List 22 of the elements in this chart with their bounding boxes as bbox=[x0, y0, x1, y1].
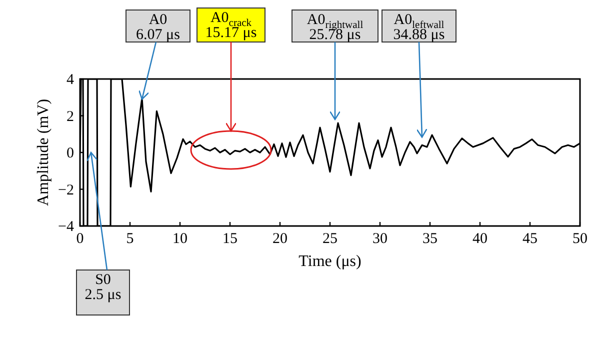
y-tick-label: −2 bbox=[58, 182, 74, 198]
annotation: S0 2.5 μs bbox=[84, 272, 122, 303]
x-tick-label: 5 bbox=[126, 231, 134, 247]
annotation: A0$_{rightwall}$ 25.78 μs bbox=[306, 12, 364, 43]
x-axis-title: Time (μs) bbox=[298, 253, 362, 270]
x-tick-label: 40 bbox=[472, 231, 488, 247]
x-tick-label: 25 bbox=[322, 231, 338, 247]
y-tick-label: 2 bbox=[66, 108, 74, 125]
x-tick-label: 15 bbox=[222, 231, 238, 247]
text: A0$_{crack}$ 15.17 μs bbox=[205, 10, 257, 41]
x-tick-label: 35 bbox=[422, 231, 438, 247]
annotation: A0$_{leftwall}$ 34.88 μs bbox=[393, 12, 445, 43]
y-tick-label: −4 bbox=[58, 219, 74, 235]
annotation: A0 6.07 μs bbox=[136, 12, 180, 43]
x-tick-label: 45 bbox=[522, 231, 538, 247]
x-tick-label: 30 bbox=[372, 231, 388, 247]
x-tick-label: 20 bbox=[272, 231, 288, 247]
x-tick-label: 50 bbox=[572, 231, 588, 247]
y-tick-label: 4 bbox=[66, 72, 74, 88]
y-tick-label: 0 bbox=[66, 146, 74, 162]
y-axis-title: Amplitude (mV) bbox=[35, 98, 52, 206]
x-tick-label: 10 bbox=[172, 231, 188, 247]
